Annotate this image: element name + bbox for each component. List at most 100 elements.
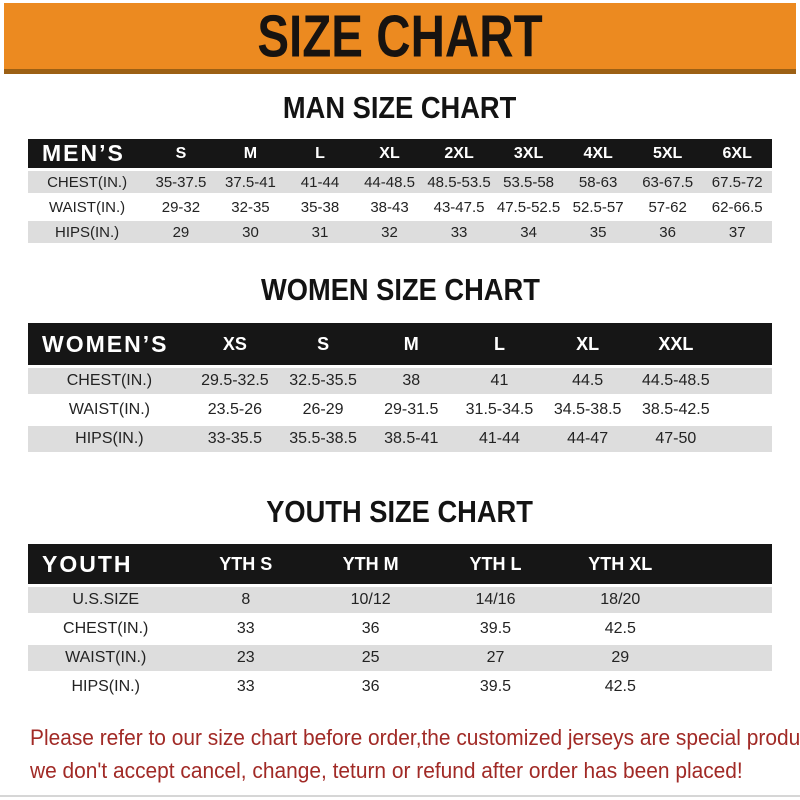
size-value-cell: 31 [285,221,355,246]
spacer-cell [682,616,772,645]
size-value-cell: 47-50 [631,426,720,455]
table-title-cell: YOUTH [28,544,184,587]
women-size-table: WOMEN’S XS S M L XL XXL CHEST(IN.) 29.5-32.5 32.5… [28,323,772,455]
column-header: YTH L [433,544,558,587]
size-value-cell: 33 [424,221,494,246]
table-row: U.S.SIZE 8 10/12 14/16 18/20 [28,587,772,616]
row-label: WAIST(IN.) [28,397,191,426]
spacer-cell [682,674,772,703]
size-value-cell: 38 [367,368,456,397]
size-value-cell: 44-47 [543,426,632,455]
size-value-cell: 36 [308,616,434,645]
disclaimer-text: Please refer to our size chart before or… [30,721,800,787]
table-header-row: YOUTH YTH S YTH M YTH L YTH XL [28,544,772,587]
size-value-cell: 34 [493,221,564,246]
size-value-cell: 26-29 [278,397,368,426]
size-value-cell: 8 [183,587,309,616]
size-value-cell: 57-62 [632,196,703,221]
row-label: U.S.SIZE [28,587,184,616]
size-value-cell: 35.5-38.5 [278,426,368,455]
column-header: XL [354,139,425,171]
size-value-cell: 31.5-34.5 [455,397,544,426]
table-row: HIPS(IN.) 33 36 39.5 42.5 [28,674,772,703]
size-value-cell: 41-44 [285,171,355,196]
row-label: HIPS(IN.) [28,674,184,703]
size-value-cell: 38.5-42.5 [631,397,720,426]
size-value-cell: 25 [308,645,434,674]
men-size-table: MEN’S S M L XL 2XL 3XL 4XL 5XL 6XL CHEST(IN.) 35-37… [28,139,772,246]
spacer-cell [719,426,772,455]
size-value-cell: 27 [433,645,558,674]
size-value-cell: 33 [183,616,309,645]
size-value-cell: 62-66.5 [702,196,772,221]
size-value-cell: 33 [183,674,309,703]
size-value-cell: 29-32 [146,196,216,221]
column-header: YTH S [183,544,309,587]
table-header-row: MEN’S S M L XL 2XL 3XL 4XL 5XL 6XL [28,139,772,171]
column-header: S [146,139,216,171]
size-value-cell: 43-47.5 [424,196,494,221]
spacer-cell [719,368,772,397]
size-value-cell: 18/20 [557,587,683,616]
column-header: 4XL [563,139,633,171]
size-value-cell: 41-44 [455,426,544,455]
row-label: CHEST(IN.) [28,368,191,397]
table-row: CHEST(IN.) 35-37.5 37.5-41 41-44 44-48.5 48.5… [28,171,772,196]
column-header: L [285,139,355,171]
size-value-cell: 35-37.5 [146,171,216,196]
spacer-cell [682,587,772,616]
table-row: CHEST(IN.) 29.5-32.5 32.5-35.5 38 41 44.5 44.5… [28,368,772,397]
size-value-cell: 44-48.5 [354,171,425,196]
row-label: CHEST(IN.) [28,171,147,196]
size-value-cell: 44.5 [543,368,632,397]
size-value-cell: 47.5-52.5 [493,196,564,221]
size-value-cell: 23.5-26 [190,397,279,426]
size-value-cell: 33-35.5 [190,426,279,455]
size-value-cell: 29.5-32.5 [190,368,279,397]
size-value-cell: 38-43 [354,196,425,221]
size-chart-banner: SIZE CHART [4,3,796,74]
disclaimer-line-1: Please refer to our size chart before or… [30,725,800,750]
column-header: XL [543,323,632,368]
size-value-cell: 35-38 [285,196,355,221]
size-value-cell: 32 [354,221,425,246]
size-value-cell: 44.5-48.5 [631,368,720,397]
size-value-cell: 37 [702,221,772,246]
size-value-cell: 29 [557,645,683,674]
size-value-cell: 14/16 [433,587,558,616]
column-header: YTH XL [557,544,683,587]
size-value-cell: 34.5-38.5 [543,397,632,426]
youth-size-chart-section: YOUTH SIZE CHART YOUTH YTH S YTH M YTH L YTH… [0,495,800,703]
disclaimer-line-2: we don't accept cancel, change, teturn o… [30,758,743,783]
table-header-row: WOMEN’S XS S M L XL XXL [28,323,772,368]
bottom-divider [0,795,800,800]
size-value-cell: 30 [215,221,286,246]
section-heading-youth: YOUTH SIZE CHART [266,494,534,529]
size-value-cell: 42.5 [557,674,683,703]
table-row: WAIST(IN.) 23.5-26 26-29 29-31.5 31.5-34.5 34… [28,397,772,426]
size-value-cell: 58-63 [563,171,633,196]
women-size-chart-section: WOMEN SIZE CHART WOMEN’S XS S M L XL XXL CHEST(… [0,273,800,455]
size-value-cell: 52.5-57 [563,196,633,221]
row-label: HIPS(IN.) [28,221,147,246]
table-row: CHEST(IN.) 33 36 39.5 42.5 [28,616,772,645]
size-value-cell: 38.5-41 [367,426,456,455]
column-header: XXL [631,323,720,368]
column-header: M [215,139,286,171]
size-value-cell: 63-67.5 [632,171,703,196]
column-header: XS [190,323,279,368]
table-row: WAIST(IN.) 29-32 32-35 35-38 38-43 43-47.5 47.… [28,196,772,221]
column-header: M [367,323,456,368]
size-value-cell: 42.5 [557,616,683,645]
column-header: 5XL [632,139,703,171]
column-header: 6XL [702,139,772,171]
spacer-cell [719,397,772,426]
spacer-cell [682,645,772,674]
banner-title: SIZE CHART [257,2,543,70]
column-header: YTH M [308,544,434,587]
man-size-chart-section: MAN SIZE CHART MEN’S S M L XL 2XL 3XL 4XL 5XL 6XL… [0,91,800,246]
size-value-cell: 32-35 [215,196,286,221]
column-header: 2XL [424,139,494,171]
section-heading-man: MAN SIZE CHART [283,90,517,125]
spacer-cell [682,544,772,587]
